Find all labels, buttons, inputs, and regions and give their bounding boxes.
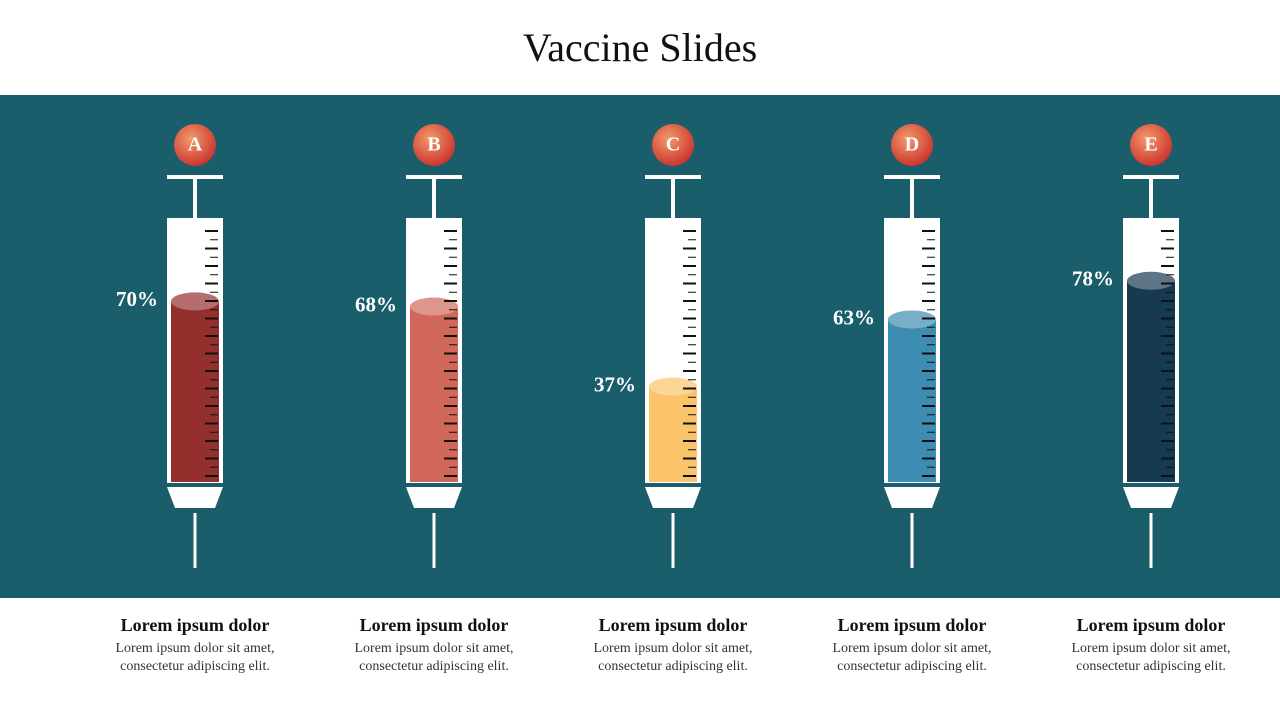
plunger-rod — [910, 177, 914, 219]
needle — [910, 513, 914, 568]
hub — [406, 487, 462, 508]
category-badge — [413, 124, 455, 166]
chart-title: Vaccine Slides — [523, 25, 757, 70]
fill-bar — [171, 301, 219, 482]
category-label: D — [905, 134, 919, 156]
needle — [671, 513, 675, 568]
hub — [1123, 487, 1179, 508]
category-badge — [1130, 124, 1172, 166]
category-label: B — [427, 134, 440, 156]
plunger-rod — [671, 177, 675, 219]
caption-heading: Lorem ipsum dolor — [1076, 615, 1226, 635]
needle — [193, 513, 197, 568]
category-badge — [891, 124, 933, 166]
fill-bar — [888, 319, 936, 482]
fill-top — [649, 377, 697, 396]
fill-top — [888, 310, 936, 329]
caption-heading: Lorem ipsum dolor — [598, 615, 748, 635]
plunger-rod — [1149, 177, 1153, 219]
category-label: A — [188, 134, 203, 156]
fill-top — [1127, 271, 1175, 290]
plunger-rod — [193, 177, 197, 219]
caption-text: Lorem ipsum dolor sit amet, consectetur … — [115, 641, 275, 674]
caption: Lorem ipsum dolor Lorem ipsum dolor sit a… — [568, 615, 778, 676]
fill-bar — [649, 386, 697, 482]
value-label: 68% — [355, 292, 397, 316]
caption-heading: Lorem ipsum dolor — [837, 615, 987, 635]
value-label: 37% — [594, 372, 636, 396]
value-label: 78% — [1072, 267, 1114, 291]
needle — [1149, 513, 1153, 568]
caption: Lorem ipsum dolor Lorem ipsum dolor sit a… — [90, 615, 300, 676]
value-label: 70% — [116, 287, 158, 311]
caption: Lorem ipsum dolor Lorem ipsum dolor sit a… — [807, 615, 1017, 676]
hub — [167, 487, 223, 508]
caption-text: Lorem ipsum dolor sit amet, consectetur … — [593, 641, 753, 674]
caption-heading: Lorem ipsum dolor — [359, 615, 509, 635]
category-label: C — [666, 134, 680, 156]
caption: Lorem ipsum dolor Lorem ipsum dolor sit a… — [329, 615, 539, 676]
hub — [884, 487, 940, 508]
caption-heading: Lorem ipsum dolor — [120, 615, 270, 635]
hub — [645, 487, 701, 508]
fill-bar — [410, 306, 458, 482]
fill-bar — [1127, 280, 1175, 482]
category-badge — [652, 124, 694, 166]
category-badge — [174, 124, 216, 166]
needle — [432, 513, 436, 568]
value-label: 63% — [833, 305, 875, 329]
caption-text: Lorem ipsum dolor sit amet, consectetur … — [1071, 641, 1231, 674]
fill-top — [171, 292, 219, 311]
plunger-rod — [432, 177, 436, 219]
caption: Lorem ipsum dolor Lorem ipsum dolor sit a… — [1046, 615, 1256, 676]
category-label: E — [1144, 134, 1157, 156]
fill-top — [410, 297, 458, 316]
caption-text: Lorem ipsum dolor sit amet, consectetur … — [832, 641, 992, 674]
caption-text: Lorem ipsum dolor sit amet, consectetur … — [354, 641, 514, 674]
